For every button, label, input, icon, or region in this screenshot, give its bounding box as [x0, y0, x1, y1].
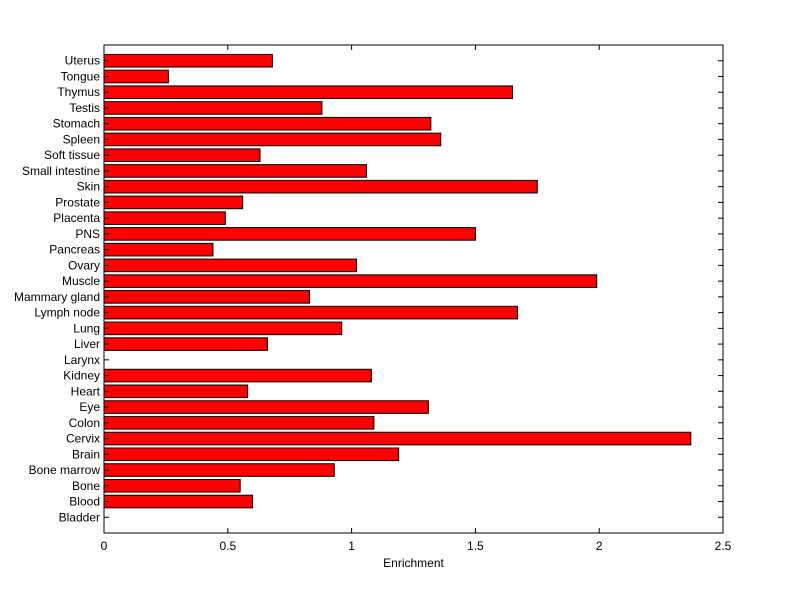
x-tick-label: 0.5 — [219, 539, 236, 553]
y-tick-label: Bone marrow — [29, 463, 101, 477]
bar-kidney — [103, 368, 372, 383]
y-tick-label: Small intestine — [22, 164, 100, 178]
bar-colon — [103, 416, 375, 430]
y-tick-label: Brain — [72, 447, 100, 461]
bar-bone-marrow — [103, 463, 335, 477]
y-tick-label: Colon — [69, 416, 100, 430]
y-tick-label: Skin — [77, 180, 100, 194]
plot-frame — [103, 44, 724, 534]
y-tick-label: Uterus — [65, 54, 100, 68]
bar-liver — [103, 337, 268, 351]
bar-small-intestine — [103, 164, 367, 178]
y-tick-label: Spleen — [63, 132, 100, 146]
x-tick-label: 1.5 — [467, 539, 484, 553]
y-tick-label: Cervix — [66, 432, 100, 446]
bars-group — [103, 53, 692, 509]
y-tick-label: Muscle — [62, 274, 100, 288]
bar-pns — [103, 227, 476, 241]
y-tick-label: Tongue — [61, 69, 101, 83]
x-tick-label: 2 — [596, 539, 603, 553]
y-tick-label: Ovary — [68, 258, 100, 272]
y-tick-label: Prostate — [55, 195, 100, 209]
x-ticks-group: 0 0.5 1 1.5 2 2.5 — [101, 45, 732, 553]
bar-lung — [103, 321, 343, 336]
bar-mammary-gland — [103, 290, 311, 304]
y-tick-label: Larynx — [64, 353, 100, 367]
bar-ovary — [103, 258, 358, 273]
y-tick-label: Eye — [79, 400, 100, 414]
bar-prostate — [103, 195, 244, 210]
bar-eye — [103, 400, 429, 414]
y-tick-label: Blood — [69, 495, 100, 509]
bar-lymph-node — [103, 305, 518, 320]
bar-cervix — [103, 431, 692, 446]
bar-muscle — [103, 274, 598, 288]
bar-placenta — [103, 211, 226, 225]
y-tick-label: Mammary gland — [14, 290, 100, 304]
x-tick-label: 1 — [348, 539, 355, 553]
bar-heart — [103, 384, 249, 399]
bar-tongue — [103, 69, 169, 84]
bar-uterus — [103, 53, 273, 68]
y-tick-label: Stomach — [53, 117, 100, 131]
y-tick-label: Kidney — [63, 369, 100, 383]
bar-pancreas — [103, 242, 214, 257]
bar-thymus — [103, 85, 514, 100]
bar-skin — [103, 179, 538, 194]
y-tick-label: Bladder — [59, 510, 100, 524]
bar-stomach — [103, 116, 432, 131]
bar-testis — [103, 101, 323, 115]
bar-spleen — [103, 132, 442, 147]
y-tick-label: Bone — [72, 479, 100, 493]
bar-brain — [103, 447, 400, 462]
bar-soft-tissue — [103, 148, 261, 162]
bar-blood — [103, 494, 254, 509]
y-tick-label: Heart — [71, 384, 101, 398]
y-tick-label: Lung — [73, 321, 100, 335]
y-tick-label: Soft tissue — [44, 148, 100, 162]
y-tick-label: Liver — [74, 337, 100, 351]
x-axis-label: Enrichment — [383, 556, 444, 570]
x-tick-label: 2.5 — [715, 539, 732, 553]
y-tick-label: Thymus — [57, 85, 100, 99]
y-tick-label: Placenta — [53, 211, 100, 225]
bar-bone — [103, 478, 241, 493]
y-tick-label: PNS — [75, 227, 100, 241]
y-tick-label: Pancreas — [49, 243, 100, 257]
y-tick-label: Lymph node — [34, 306, 100, 320]
x-tick-label: 0 — [101, 539, 108, 553]
y-tick-label: Testis — [69, 101, 100, 115]
